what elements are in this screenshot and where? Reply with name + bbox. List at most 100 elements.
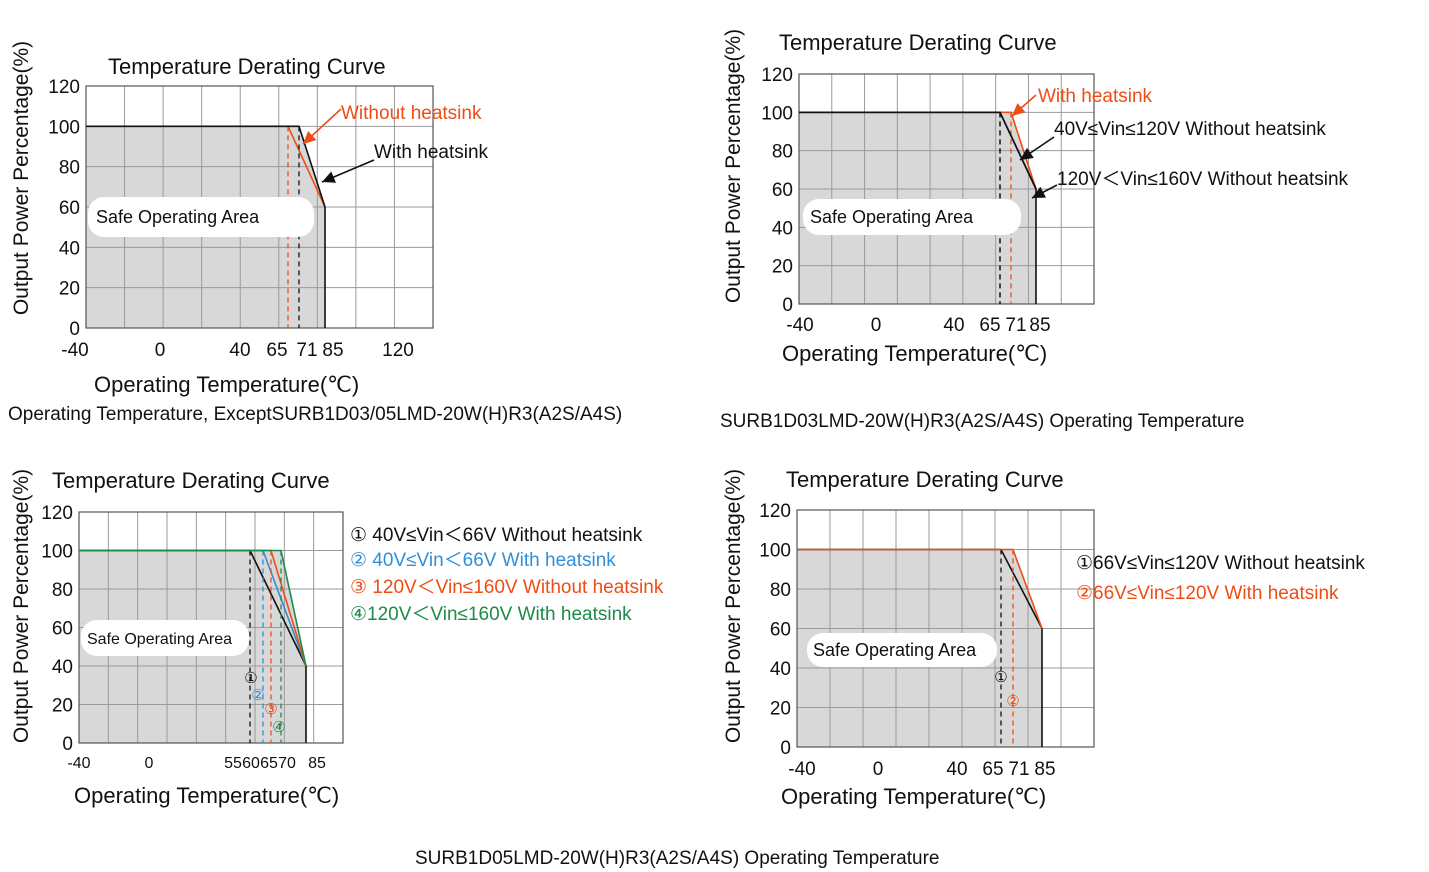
chart1-legend-entry-2: With heatsink [374, 142, 489, 163]
chart1-y-tick-label: 100 [48, 117, 80, 138]
chart4-x-tick-label: 0 [873, 759, 884, 780]
chart4-y-tick-label: 60 [770, 620, 791, 641]
chart3-plot-frame [78, 511, 344, 744]
chart4-y-axis-label: Output Power Percentage(%) [722, 469, 745, 743]
chart2-pointer-arrow-2 [1020, 147, 1034, 160]
chart1-y-tick-label: 0 [69, 319, 80, 340]
chart3-legend-entry-3: ③ 120V＜Vin≤160V Without heatsink [350, 577, 664, 598]
chart3-safe-label: Safe Operating Area [87, 631, 232, 648]
chart4-safe-label: Safe Operating Area [813, 640, 977, 660]
chart3-x-tick-label: -40 [67, 755, 90, 772]
chart2-safe-label-box [803, 199, 1021, 235]
chart4-plot-frame [796, 509, 1095, 748]
chart3-y-tick-label: 100 [41, 542, 73, 563]
chart3-x-tick-label: 60 [242, 755, 260, 772]
chart2-x-axis-label: Operating Temperature(℃) [782, 341, 1047, 366]
chart3-x-tick-label: 70 [278, 755, 296, 772]
chart4-x-tick-label: 65 [982, 759, 1003, 780]
chart3-x-tick-label: 85 [308, 755, 326, 772]
chart1-x-tick-label: 40 [229, 340, 250, 361]
chart1-x-tick-label: 0 [155, 340, 166, 361]
chart3-marker-3: ③ [264, 700, 277, 718]
chart3-y-tick-label: 40 [52, 657, 73, 678]
chart1-safe-label: Safe Operating Area [96, 207, 260, 227]
chart1-title: Temperature Derating Curve [108, 54, 386, 79]
chart4-y-tick-label: 80 [770, 580, 791, 601]
chart4-marker-1: ① [994, 668, 1007, 686]
chart2-y-tick-label: 100 [761, 103, 793, 124]
chart1-legend-entry-1: Without heatsink [341, 103, 482, 124]
chart4-legend-entry-1: ①66V≤Vin≤120V Without heatsink [1076, 553, 1365, 574]
chart2-legend-entry-1: With heatsink [1038, 86, 1153, 107]
chart2-x-tick-label: 85 [1029, 315, 1050, 336]
chart3-marker-4: ④ [272, 718, 285, 736]
chart1-x-axis-label: Operating Temperature(℃) [94, 372, 359, 397]
chart4-x-tick-label: 71 [1008, 759, 1029, 780]
chart1-y-tick-label: 20 [59, 279, 80, 300]
chart3-y-tick-label: 80 [52, 580, 73, 601]
chart1-x-tick-label: 71 [296, 340, 317, 361]
chart3-y-axis-label: Output Power Percentage(%) [10, 469, 33, 743]
chart1-x-tick-label: 85 [322, 340, 343, 361]
chart4-legend-entry-2: ②66V≤Vin≤120V With heatsink [1076, 583, 1339, 604]
chart1-x-tick-label: 120 [382, 340, 414, 361]
chart1-plot-frame [85, 85, 434, 329]
chart3-marker-1: ① [244, 669, 257, 687]
chart2-x-tick-label: -40 [786, 315, 813, 336]
chart2-y-tick-label: 80 [772, 142, 793, 163]
caption-chart-2: SURB1D03LMD-20W(H)R3(A2S/A4S) Operating … [720, 411, 1245, 432]
chart2-pointer-arrow-1 [1012, 103, 1026, 116]
chart3-x-tick-label: 65 [260, 755, 278, 772]
chart4-marker-2: ② [1006, 692, 1019, 710]
chart1-y-axis-label: Output Power Percentage(%) [10, 41, 33, 315]
chart2-x-tick-label: 65 [979, 315, 1000, 336]
chart1-series-line-2 [86, 125, 326, 208]
caption-chart-1: Operating Temperature, ExceptSURB1D03/05… [8, 404, 623, 425]
chart1-y-tick-label: 120 [48, 77, 80, 98]
chart4-x-axis-label: Operating Temperature(℃) [781, 784, 1046, 809]
chart2-x-tick-label: 40 [943, 315, 964, 336]
chart2-series-line-3 [799, 111, 1037, 190]
chart2-safe-label: Safe Operating Area [810, 207, 974, 227]
chart4-x-tick-label: 40 [946, 759, 967, 780]
chart3-x-tick-label: 0 [145, 755, 154, 772]
chart4-y-tick-label: 120 [759, 501, 791, 522]
chart3-title: Temperature Derating Curve [52, 468, 330, 493]
caption-chart-3-4: SURB1D05LMD-20W(H)R3(A2S/A4S) Operating … [415, 848, 940, 869]
chart1-safe-label-box [88, 197, 314, 237]
chart2-pointer-arrow-3 [1032, 186, 1046, 198]
chart1-pointer-arrow-1 [303, 130, 317, 144]
chart3-safe-label-box [81, 620, 249, 656]
chart3-marker-2: ② [251, 686, 264, 704]
chart2-y-tick-label: 120 [761, 65, 793, 86]
chart2-y-tick-label: 0 [782, 295, 793, 316]
chart4-title: Temperature Derating Curve [786, 467, 1064, 492]
chart3-y-tick-label: 120 [41, 503, 73, 524]
chart1-pointer-arrow-2 [322, 171, 336, 183]
chart1-x-tick-label: -40 [61, 340, 88, 361]
chart2-plot-frame [798, 73, 1095, 305]
chart3-x-axis-label: Operating Temperature(℃) [74, 783, 339, 808]
chart2-legend-entry-2: 40V≤Vin≤120V Without heatsink [1054, 119, 1326, 140]
chart4-x-tick-label: 85 [1034, 759, 1055, 780]
chart1-y-tick-label: 40 [59, 238, 80, 259]
chart3-legend-entry-1: ① 40V≤Vin＜66V Without heatsink [350, 525, 643, 546]
chart4-x-tick-label: -40 [788, 759, 815, 780]
chart2-legend-entry-3: 120V＜Vin≤160V Without heatsink [1057, 169, 1349, 190]
chart4-y-tick-label: 0 [780, 738, 791, 759]
chart2-y-tick-label: 60 [772, 180, 793, 201]
chart4-y-tick-label: 100 [759, 541, 791, 562]
chart2-y-axis-label: Output Power Percentage(%) [722, 29, 745, 303]
chart4-y-tick-label: 20 [770, 699, 791, 720]
chart4-y-tick-label: 40 [770, 659, 791, 680]
chart4-safe-label-box [807, 633, 997, 667]
chart3-y-tick-label: 60 [52, 619, 73, 640]
chart3-y-tick-label: 20 [52, 696, 73, 717]
chart2-x-tick-label: 71 [1005, 315, 1026, 336]
chart2-title: Temperature Derating Curve [779, 30, 1057, 55]
chart2-y-tick-label: 40 [772, 218, 793, 239]
chart1-x-tick-label: 65 [266, 340, 287, 361]
chart3-legend-entry-2: ② 40V≤Vin＜66V With heatsink [350, 550, 616, 571]
chart3-y-tick-label: 0 [62, 734, 73, 755]
